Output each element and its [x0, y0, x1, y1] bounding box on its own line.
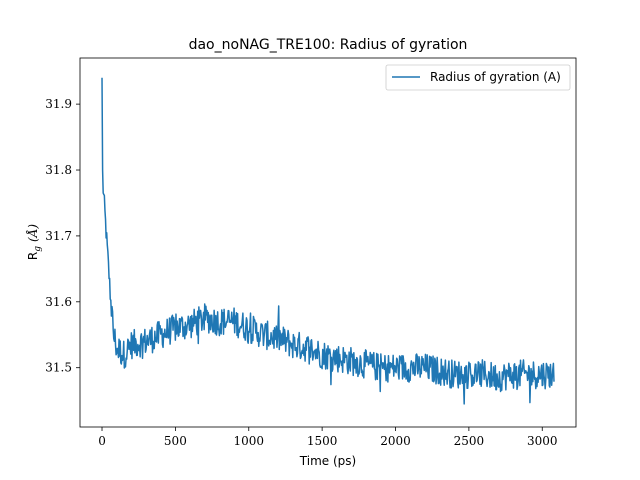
y-axis-label-symbol: R: [26, 252, 40, 260]
axes-frame: [79, 57, 577, 428]
series-line-radius-of-gyration: [101, 77, 555, 405]
x-axis-label: Time (ps): [299, 454, 356, 468]
x-tick-label: 2500: [454, 434, 485, 448]
legend-entry-label: Radius of gyration (A): [430, 70, 561, 84]
y-tick-label: 31.9: [45, 97, 72, 111]
x-tick-label: 3000: [527, 434, 558, 448]
x-tick-label: 500: [164, 434, 187, 448]
y-tick-label: 31.7: [45, 229, 72, 243]
y-tick-label: 31.8: [45, 163, 72, 177]
x-axis-ticks: 0 500 1000 1500 2000 2500 3000: [98, 427, 558, 448]
y-axis-label-unit: (Å): [25, 224, 40, 242]
series-layer: [101, 77, 555, 405]
legend: Radius of gyration (A): [385, 64, 571, 91]
y-axis-ticks: 31.5 31.6 31.7 31.8 31.9: [45, 97, 80, 375]
x-tick-label: 1000: [233, 434, 264, 448]
y-tick-label: 31.6: [45, 295, 72, 309]
y-tick-label: 31.5: [45, 361, 72, 375]
x-tick-label: 0: [98, 434, 106, 448]
y-axis-label-subscript: g: [33, 246, 43, 252]
plot-area: [79, 57, 577, 428]
legend-box: [385, 64, 571, 91]
chart-title: dao_noNAG_TRE100: Radius of gyration: [189, 37, 468, 53]
x-tick-label: 2000: [380, 434, 411, 448]
y-axis-label: Rg (Å): [25, 224, 43, 260]
x-tick-label: 1500: [307, 434, 338, 448]
